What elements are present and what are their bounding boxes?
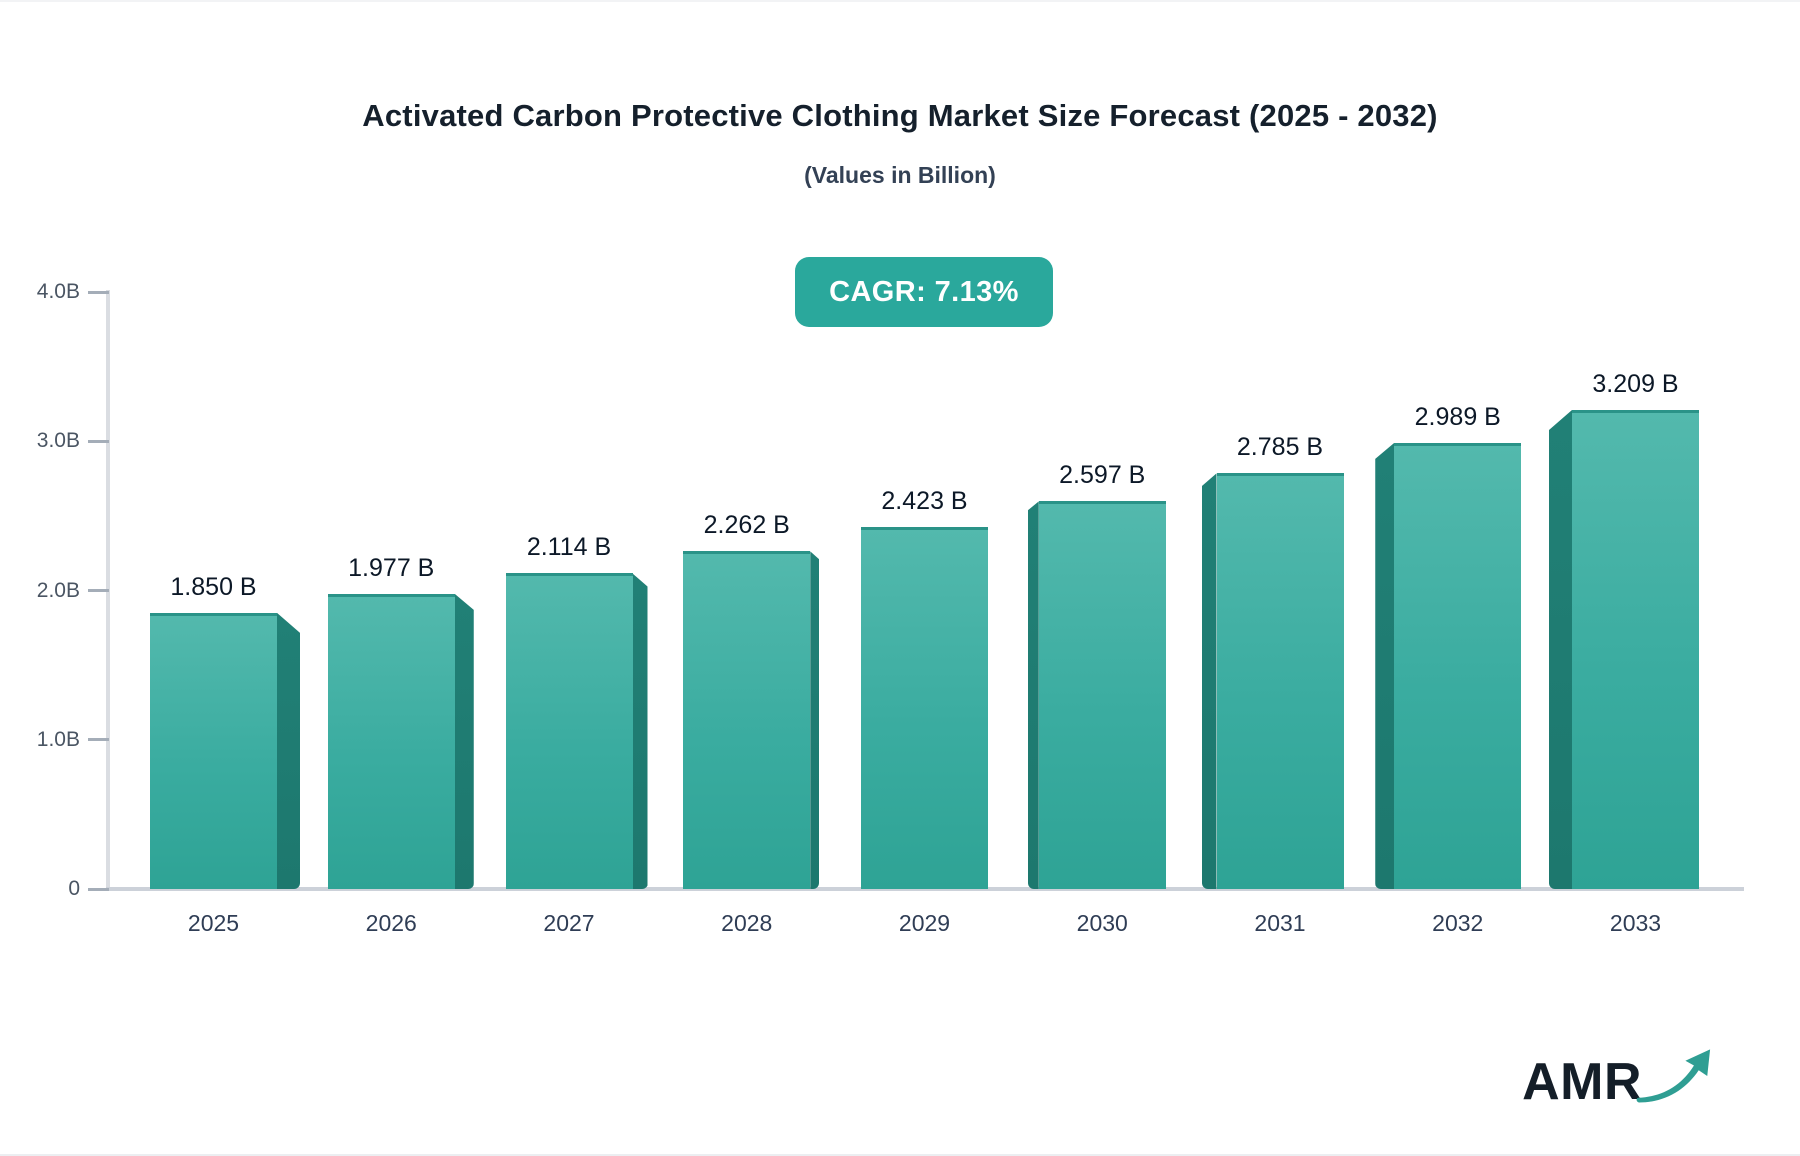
x-axis-category-label: 2027 <box>543 910 595 936</box>
bar <box>683 551 811 889</box>
x-axis-category-label: 2026 <box>365 910 417 936</box>
y-axis-tick <box>88 439 109 443</box>
bar-3d-side <box>454 593 474 889</box>
bar-3d-side <box>810 551 820 889</box>
bar <box>327 593 455 889</box>
bar-value-label: 2.114 B <box>526 533 612 562</box>
bar-3d-side <box>1549 410 1572 889</box>
x-axis-category-label: 2028 <box>721 910 773 936</box>
bar-3d-side <box>277 612 300 889</box>
bar-3d-side <box>1027 501 1039 889</box>
x-axis-category-label: 2025 <box>187 910 240 936</box>
chart-subtitle: (Values in Billion) <box>804 162 996 188</box>
y-axis-tick-label: 1.0B <box>36 727 80 751</box>
x-axis-baseline <box>106 887 1744 891</box>
bar-3d-side <box>1201 473 1217 889</box>
bar <box>1038 501 1166 889</box>
brand-logo-text: AMR <box>1522 1053 1642 1111</box>
growth-arrow-icon <box>1636 1049 1711 1103</box>
x-axis-category-label: 2029 <box>898 910 951 936</box>
bar <box>861 527 988 889</box>
bar-3d-side <box>1375 442 1395 889</box>
y-axis-tick-label: 0 <box>68 877 80 900</box>
bar <box>505 573 633 889</box>
x-axis-category-label: 2031 <box>1254 910 1306 936</box>
x-axis-category-label: 2033 <box>1609 910 1662 936</box>
bar <box>1216 473 1344 889</box>
bar-value-label: 2.785 B <box>1236 433 1324 462</box>
bar-value-label: 2.423 B <box>881 487 968 516</box>
y-axis-tick-label: 4.0B <box>36 280 80 303</box>
bar-value-label: 1.850 B <box>170 572 257 601</box>
bar-value-label: 2.597 B <box>1059 461 1146 490</box>
bar-3d-side <box>632 573 648 889</box>
bar-value-label: 2.989 B <box>1414 402 1501 431</box>
cagr-badge-label: CAGR: 7.13% <box>829 275 1019 308</box>
y-axis-tick <box>88 738 109 742</box>
y-axis-tick-label: 2.0B <box>36 578 80 602</box>
chart-title: Activated Carbon Protective Clothing Mar… <box>362 98 1438 133</box>
x-axis-category-label: 2032 <box>1432 910 1484 936</box>
bar <box>1572 410 1699 889</box>
y-axis-tick-label: 3.0B <box>36 429 80 453</box>
y-axis-tick <box>88 589 109 592</box>
bar <box>150 612 277 889</box>
x-axis-category-label: 2030 <box>1076 910 1128 936</box>
bar-value-label: 2.262 B <box>703 511 790 540</box>
bar <box>1394 442 1522 889</box>
bar-value-label: 1.977 B <box>348 553 435 582</box>
bar-value-label: 3.209 B <box>1592 370 1679 399</box>
cagr-badge: CAGR: 7.13% <box>795 257 1053 327</box>
brand-logo: AMR <box>1522 1044 1712 1108</box>
y-axis-tick <box>88 290 109 294</box>
y-axis-tick <box>88 887 109 891</box>
